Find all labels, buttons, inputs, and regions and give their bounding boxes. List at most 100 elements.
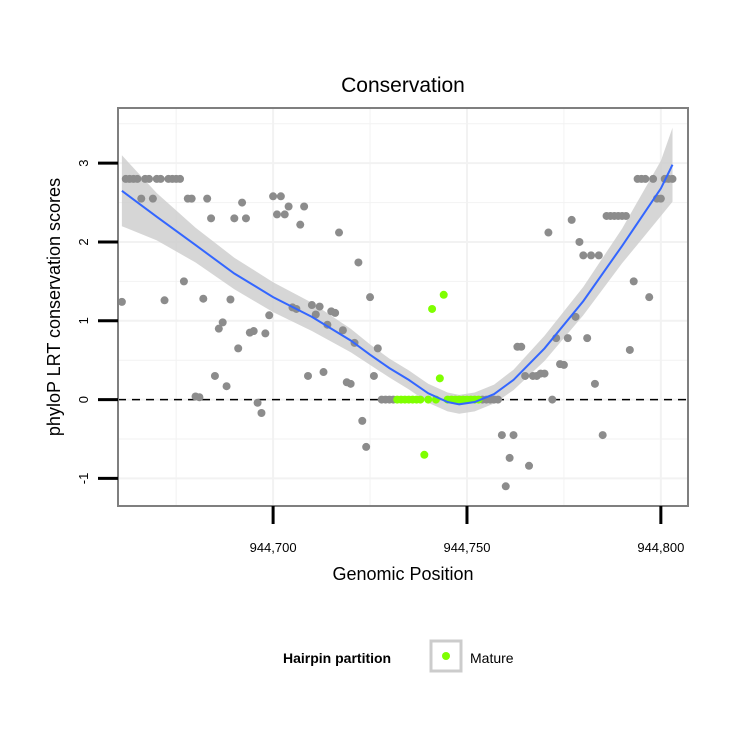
data-point: [253, 398, 262, 407]
data-point: [269, 192, 278, 201]
data-point: [276, 192, 285, 201]
data-point: [575, 237, 584, 246]
x-tick-label: 944,700: [250, 540, 297, 555]
legend-label-mature: Mature: [470, 650, 514, 666]
data-point: [238, 198, 247, 207]
data-point: [203, 194, 212, 203]
mature-data-point: [420, 450, 429, 459]
data-point: [521, 371, 530, 380]
data-point: [335, 228, 344, 237]
data-point: [366, 293, 375, 302]
y-tick-label: 3: [76, 160, 91, 167]
x-axis-title: Genomic Position: [332, 564, 473, 584]
data-point: [249, 327, 258, 336]
data-point: [540, 369, 549, 378]
data-point: [338, 326, 347, 335]
data-point: [548, 395, 557, 404]
mature-data-point: [435, 374, 444, 383]
data-point: [179, 277, 188, 286]
data-point: [621, 211, 630, 220]
data-point: [579, 251, 588, 260]
data-point: [257, 409, 266, 418]
data-point: [571, 312, 580, 321]
other-points: [117, 174, 677, 491]
data-point: [230, 214, 239, 223]
data-point: [505, 453, 514, 462]
legend: Hairpin partition Mature: [283, 639, 514, 673]
x-axis: 944,700 944,750 944,800: [250, 506, 684, 555]
data-point: [517, 342, 526, 351]
data-point: [656, 194, 665, 203]
data-point: [265, 311, 274, 320]
data-point: [226, 295, 235, 304]
data-point: [629, 277, 638, 286]
data-point: [649, 174, 658, 183]
mature-data-point: [416, 395, 425, 404]
data-point: [210, 371, 219, 380]
data-point: [304, 371, 312, 380]
plot-panel-border: [117, 107, 689, 507]
plot-panel: [118, 108, 688, 506]
data-point: [598, 431, 607, 440]
y-tick-label: 2: [76, 238, 91, 245]
data-point: [272, 210, 281, 219]
data-point: [346, 379, 355, 388]
data-point: [234, 344, 243, 353]
data-point: [494, 395, 502, 404]
mature-data-point: [428, 304, 437, 313]
data-point: [358, 416, 367, 425]
data-point: [369, 371, 378, 380]
data-point: [587, 251, 596, 260]
data-point: [261, 329, 270, 338]
data-point: [145, 174, 154, 183]
data-point: [307, 301, 316, 310]
data-point: [137, 194, 146, 203]
data-point: [207, 214, 216, 223]
data-point: [354, 258, 363, 267]
data-point: [567, 215, 576, 224]
data-point: [645, 293, 654, 302]
data-point: [590, 379, 599, 388]
data-point: [315, 302, 324, 311]
y-axis-title: phyloP LRT conservation scores: [44, 178, 64, 436]
data-point: [668, 174, 677, 183]
data-point: [509, 431, 518, 440]
mature-data-point: [424, 395, 433, 404]
data-point: [241, 214, 250, 223]
y-axis: -1 0 1 2 3: [76, 160, 118, 485]
data-point: [284, 202, 293, 211]
data-point: [187, 194, 196, 203]
data-point: [218, 318, 227, 327]
data-point: [559, 360, 568, 369]
data-point: [160, 296, 169, 305]
data-point: [373, 344, 382, 353]
smooth-trend-line: [121, 164, 674, 406]
data-point: [331, 308, 340, 317]
data-point: [280, 210, 289, 219]
x-tick-label: 944,800: [637, 540, 684, 555]
data-point: [133, 174, 142, 183]
data-point: [563, 334, 572, 343]
data-point: [625, 345, 634, 354]
data-point: [362, 442, 371, 451]
mature-data-point: [439, 290, 448, 299]
y-tick-label: 1: [76, 317, 91, 324]
data-point: [319, 368, 328, 377]
data-point: [199, 294, 208, 303]
y-tick-label: 0: [76, 396, 91, 403]
data-point: [222, 382, 231, 391]
data-point: [296, 220, 305, 229]
data-point: [117, 297, 126, 306]
data-point: [148, 194, 157, 203]
data-point: [311, 310, 320, 319]
data-point: [300, 202, 309, 211]
data-point: [501, 482, 510, 491]
data-point: [497, 431, 506, 440]
y-tick-label: -1: [76, 473, 91, 485]
data-point: [594, 251, 603, 260]
data-point: [176, 174, 185, 183]
legend-title: Hairpin partition: [283, 650, 391, 666]
legend-key-mature-point: [442, 652, 450, 660]
data-point: [544, 228, 553, 237]
data-point: [525, 461, 534, 470]
